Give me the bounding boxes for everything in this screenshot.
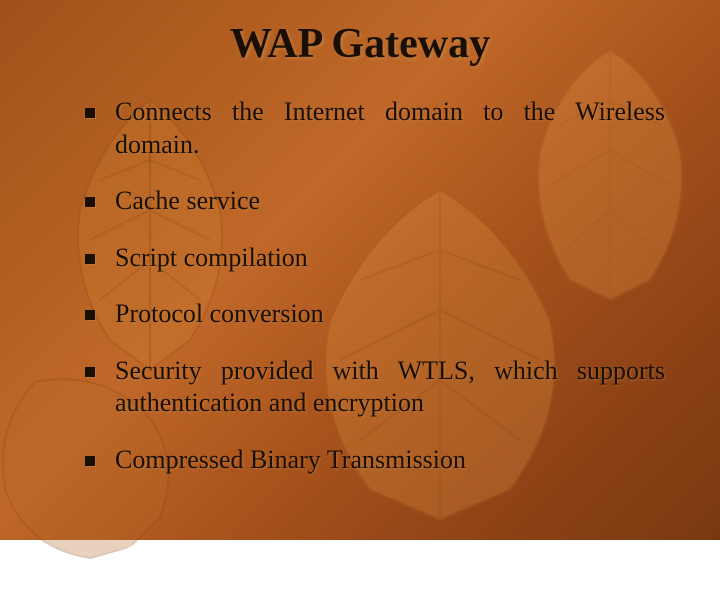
- slide-content: WAP Gateway Connects the Internet domain…: [0, 0, 720, 540]
- bullet-item: Connects the Internet domain to the Wire…: [85, 96, 665, 161]
- bullet-item: Compressed Binary Transmission: [85, 444, 665, 477]
- bullet-list: Connects the Internet domain to the Wire…: [55, 96, 665, 476]
- bullet-item: Script compilation: [85, 242, 665, 275]
- bullet-item: Security provided with WTLS, which suppo…: [85, 355, 665, 420]
- bullet-item: Protocol conversion: [85, 298, 665, 331]
- slide-title: WAP Gateway: [55, 20, 665, 68]
- bullet-item: Cache service: [85, 185, 665, 218]
